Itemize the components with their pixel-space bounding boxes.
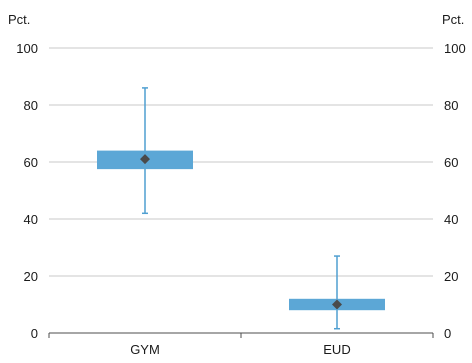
y-tick-label-left: 60 — [24, 155, 38, 170]
mean-marker — [140, 154, 150, 165]
mean-marker — [332, 299, 342, 310]
y-tick-label-right: 40 — [444, 212, 458, 227]
y-tick-label-left: 100 — [16, 41, 38, 56]
y-tick-label-right: 20 — [444, 269, 458, 284]
y-tick-label-left: 40 — [24, 212, 38, 227]
axes — [48, 332, 434, 338]
y-axis-unit-right: Pct. — [442, 12, 464, 27]
y-tick-label-right: 60 — [444, 155, 458, 170]
x-category-label: EUD — [323, 342, 350, 357]
y-tick-label-right: 100 — [444, 41, 466, 56]
y-axis-unit-left: Pct. — [8, 12, 30, 27]
y-tick-label-left: 80 — [24, 98, 38, 113]
y-tick-label-right: 80 — [444, 98, 458, 113]
box-gym — [97, 87, 193, 215]
box-series — [97, 87, 385, 330]
x-category-label: GYM — [130, 342, 160, 357]
box-eud — [289, 255, 385, 330]
y-tick-label-right: 0 — [444, 326, 451, 341]
y-tick-label-left: 0 — [31, 326, 38, 341]
y-tick-label-left: 20 — [24, 269, 38, 284]
labels: Pct. Pct. 0 0 20 20 40 40 60 60 80 80 100 100 GYM EUD — [8, 12, 466, 357]
